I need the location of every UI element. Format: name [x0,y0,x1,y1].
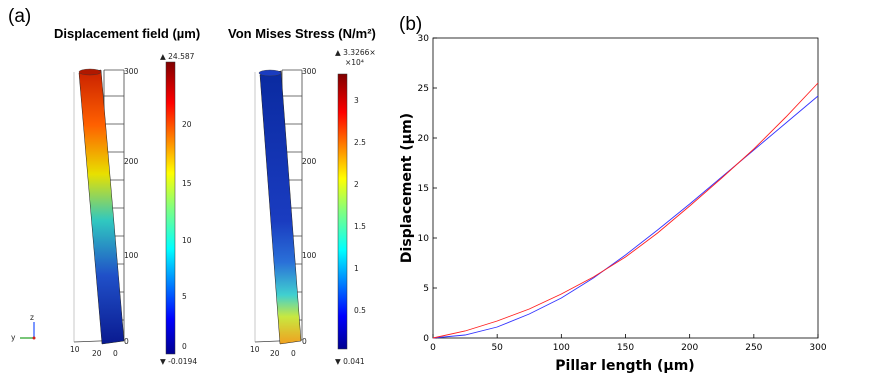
x-tick-label: 200 [681,343,698,353]
stress-colorbar-tick: 2.5 [354,138,366,147]
axis-glyph-y: y [11,333,16,342]
y-tick-label: 20 [418,134,430,144]
displacement-colorbar-tick: 20 [182,120,192,129]
displacement-colorbar-tick: 0 [182,342,187,351]
y-tick-label: 10 [418,234,430,244]
blue-displacement-curve [432,95,819,339]
displacement-field-title: Displacement field (µm) [54,26,201,41]
displacement-base-tick: 20 [92,349,102,358]
simulation-figures [20,61,348,355]
displacement-base-tick: 10 [70,345,80,354]
displacement-height-tick: 0 [124,337,129,346]
x-tick-label: 100 [553,343,570,353]
displacement-vs-length-chart: 0 50 100 150 200 250 300 0 5 10 15 20 25 30 Pillar l… [399,34,827,374]
stress-colorbar [337,73,348,350]
stress-pillar [259,70,302,345]
displacement-height-tick: 200 [124,157,139,166]
displacement-colorbar-tick: 10 [182,236,192,245]
chart-series [432,82,819,339]
stress-min-label: ▼ 0.041 [335,357,365,366]
stress-height-tick: 0 [302,337,307,346]
displacement-base-tick: 0 [113,349,118,358]
stress-colorbar-tick: 1 [354,264,359,273]
stress-height-tick: 300 [302,67,317,76]
stress-max-exponent: ×10⁴ [345,58,364,67]
x-tick-label: 50 [491,343,503,353]
red-displacement-curve [432,82,819,339]
x-tick-label: 250 [745,343,762,353]
displacement-pillar [78,69,125,345]
stress-base-tick: 0 [291,349,296,358]
displacement-max-label: ▲ 24.587 [160,52,195,61]
displacement-colorbar-tick: 15 [182,179,192,188]
stress-colorbar-tick: 2 [354,180,359,189]
displacement-colorbar [165,61,176,355]
displacement-min-label: ▼ -0.0194 [160,357,198,366]
panel-label-b: (b) [399,14,423,35]
stress-height-tick: 200 [302,157,317,166]
stress-base-tick: 20 [270,349,280,358]
displacement-height-tick: 300 [124,67,139,76]
stress-colorbar-tick: 3 [354,96,359,105]
x-axis-ticks: 0 50 100 150 200 250 300 [430,334,827,353]
coordinate-axes-glyph [20,322,36,340]
y-tick-label: 30 [418,34,430,44]
plot-area-frame [432,37,819,339]
x-axis-label: Pillar length (µm) [555,358,694,374]
stress-max-label: ▲ 3.3266× [335,48,376,57]
displacement-colorbar-tick: 5 [182,292,187,301]
stress-title: Von Mises Stress (N/m²) [228,26,376,41]
y-tick-label: 25 [418,84,429,94]
stress-colorbar-tick: 0.5 [354,306,366,315]
panel-label-a: (a) [8,6,32,27]
stress-colorbar-tick: 1.5 [354,222,366,231]
y-tick-label: 0 [423,334,429,344]
y-axis-label: Displacement (µm) [399,113,415,263]
axis-glyph-z: z [30,313,34,322]
y-axis-ticks: 0 5 10 15 20 25 30 [418,34,437,344]
y-tick-label: 5 [423,284,429,294]
x-tick-label: 300 [809,343,826,353]
x-tick-label: 0 [430,343,436,353]
y-tick-label: 15 [418,184,429,194]
stress-height-tick: 100 [302,251,317,260]
x-tick-label: 150 [617,343,634,353]
stress-base-tick: 10 [250,345,260,354]
displacement-height-tick: 100 [124,251,139,260]
